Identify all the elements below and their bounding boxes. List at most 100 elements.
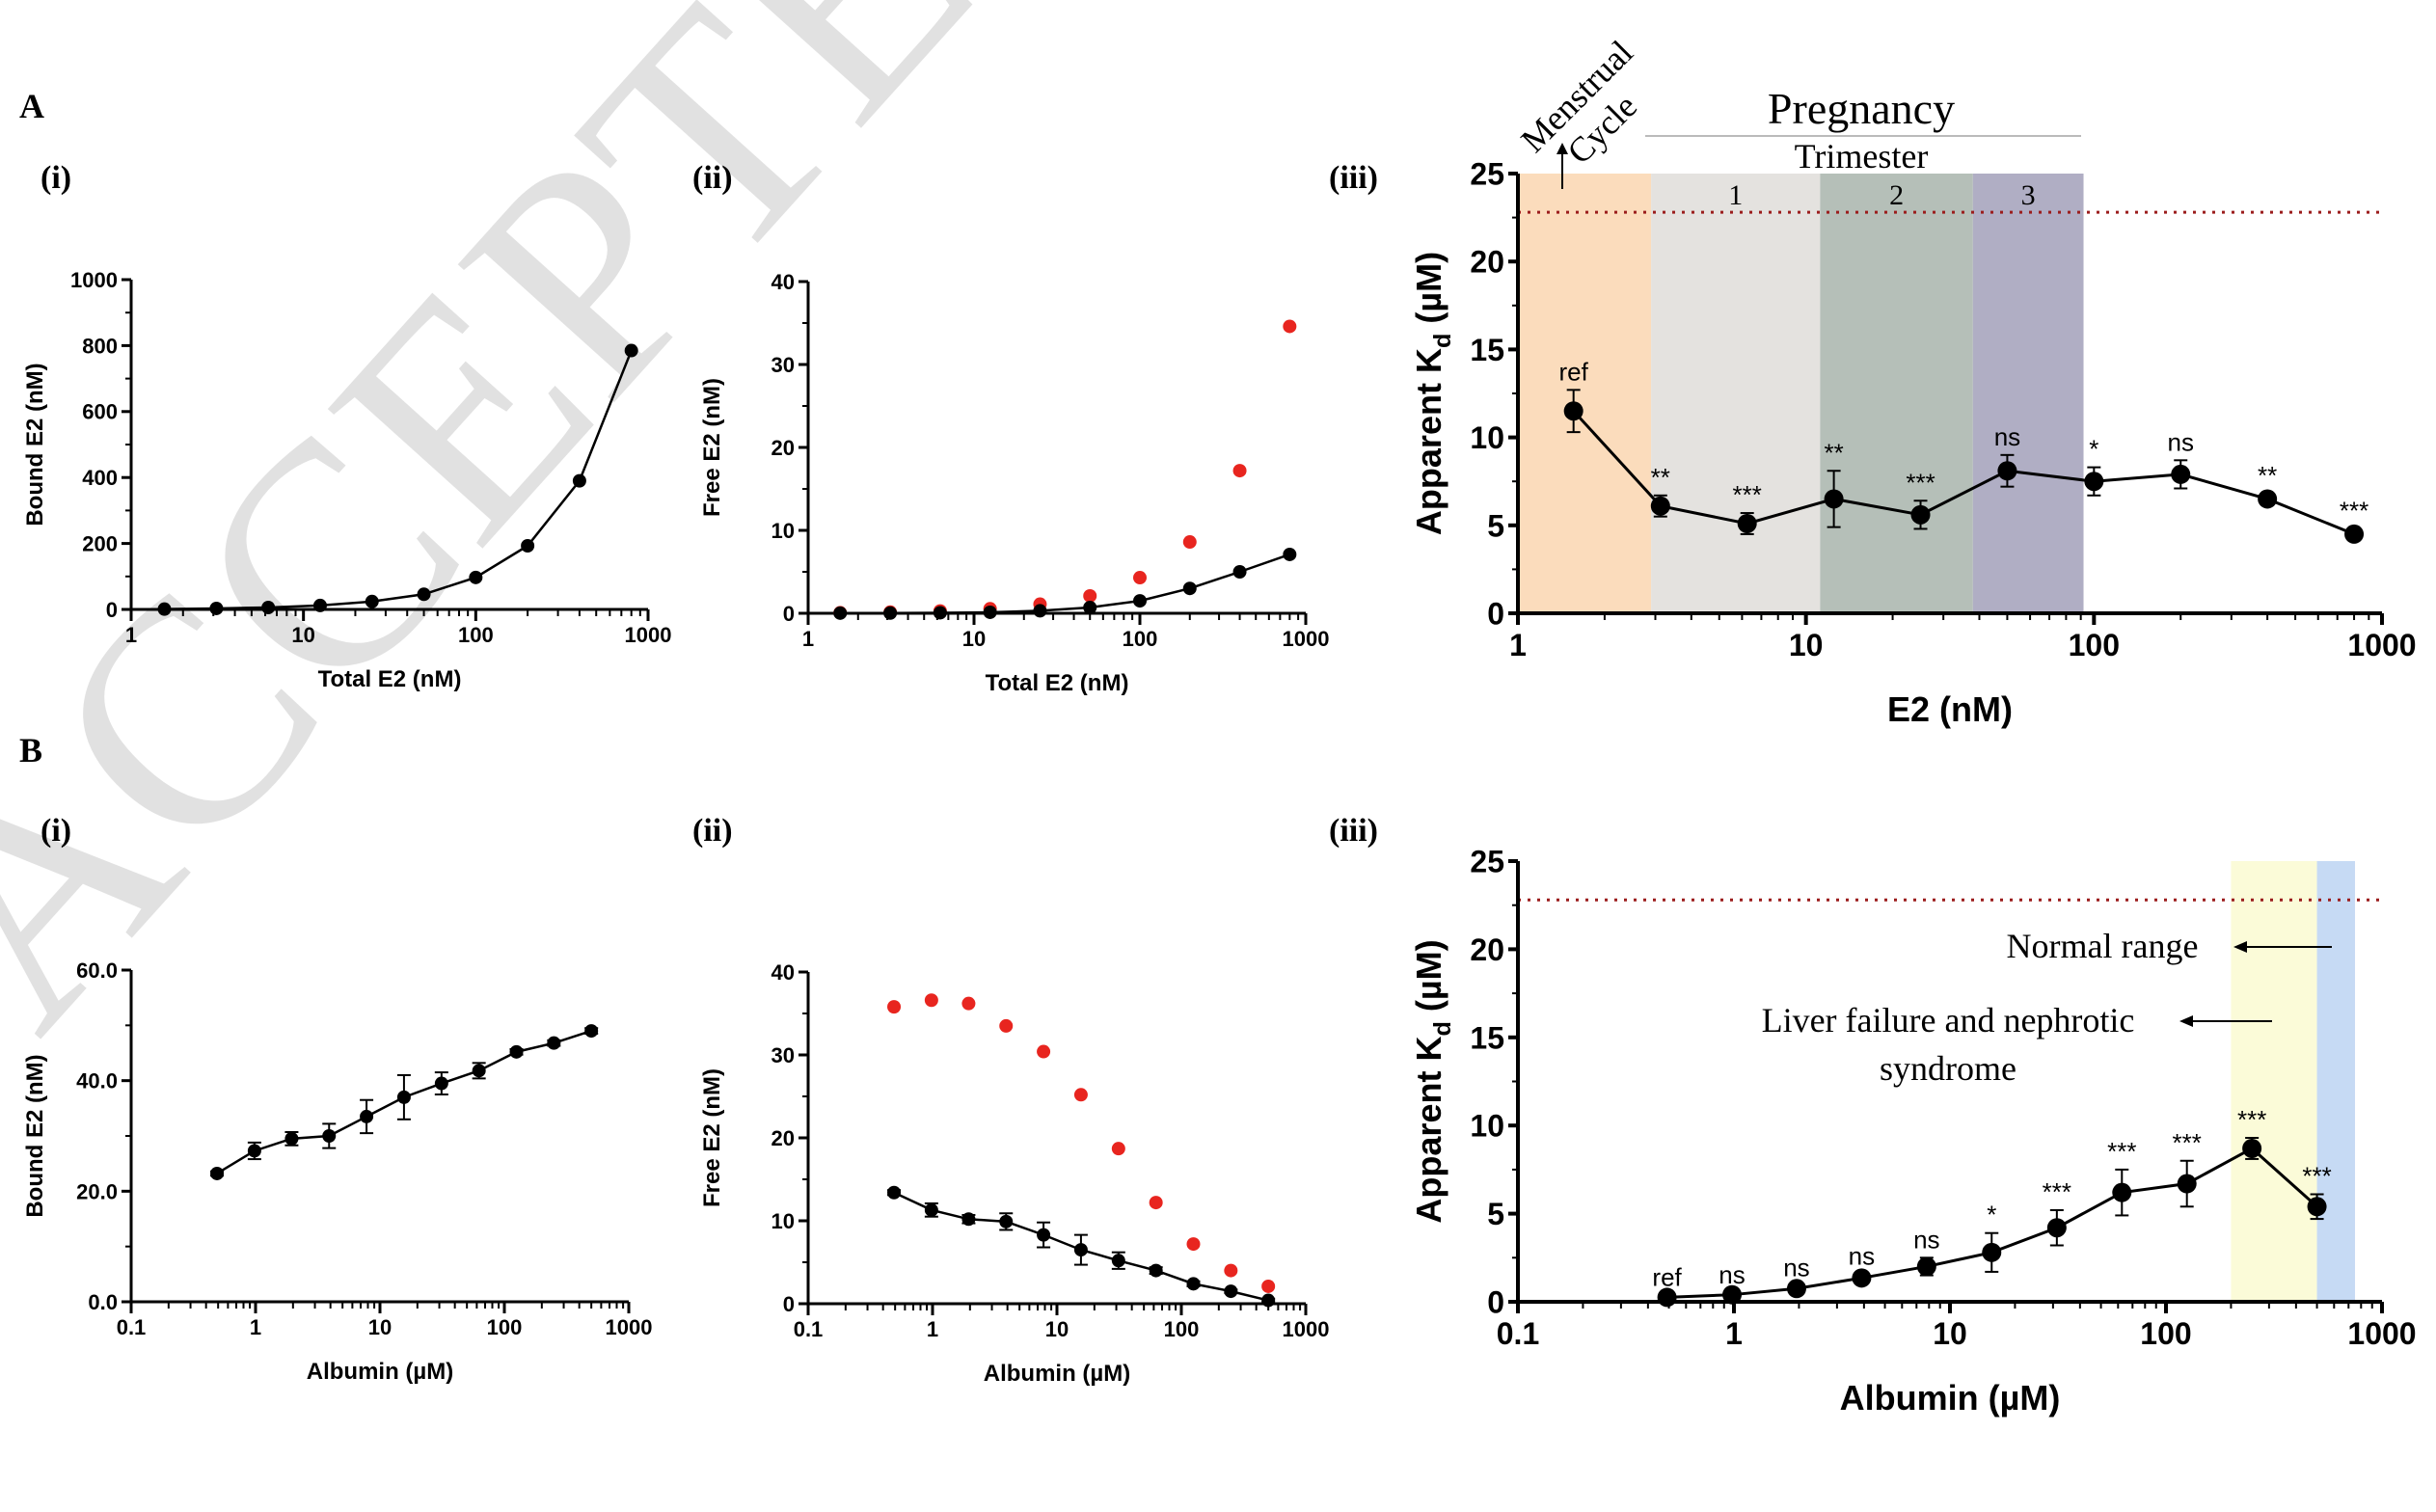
region-liver_failure [2316,861,2356,1302]
data-point [1786,1279,1806,1299]
data-point [472,1064,486,1078]
y-axis-label-subscript: d [1429,1021,1456,1036]
y-axis-label-main: Apparent K [1409,1037,1448,1224]
data-point [2242,1138,2262,1158]
y-axis-label: Free E2 (nM) [699,378,725,517]
significance-label: *** [2237,1105,2266,1134]
x-tick-label: 100 [458,623,494,647]
x-tick-label: 1 [125,623,137,647]
data-point [584,1024,599,1039]
data-point [547,1036,561,1050]
data-point [1737,513,1757,533]
y-axis-label: Apparent Kd (µM) [1409,252,1456,535]
x-tick-label: 1000 [625,623,672,647]
panel-label-Bii: (ii) [692,813,733,849]
x-axis-label: Total E2 (nM) [318,666,462,692]
x-tick-label: 1000 [606,1315,653,1339]
data-point [624,343,638,358]
data-point [2344,524,2365,544]
data-point [983,605,997,619]
region-label-3: 3 [2021,179,2036,211]
x-axis-label: Albumin (µM) [1840,1378,2061,1418]
data-point [2112,1182,2132,1202]
panel-label-B: B [19,731,42,770]
data-point [417,587,431,602]
data-point [2307,1197,2327,1217]
x-tick-label: 100 [487,1315,523,1339]
panel-label-Biii: (iii) [1329,813,1378,849]
data-point [1232,565,1247,579]
x-axis-label: Albumin (µM) [307,1359,453,1385]
y-tick-label: 1000 [70,268,118,292]
series-black [887,1185,1276,1308]
data-point [360,1109,374,1123]
y-tick-label: 30 [771,1043,795,1067]
significance-label: ref [1559,357,1589,386]
data-point [961,1212,976,1227]
y-tick-label: 25 [1470,157,1504,192]
trimester-title: Trimester [1795,137,1929,176]
x-tick-label: 1 [1509,628,1527,662]
panel-label-Aiii: (iii) [1329,160,1378,196]
region-trimester3 [1972,174,2084,613]
y-axis-label-main: Bound E2 (nM) [22,1054,48,1217]
y-tick-label: 400 [82,466,118,490]
data-point [2171,464,2191,484]
liver-failure-arrow-head [2179,1015,2193,1027]
data-point [999,1214,1014,1228]
panel-label-A: A [19,87,44,125]
y-axis-label-subscript: d [1429,334,1456,348]
data-point [1186,1277,1201,1291]
region-normal_range [2231,861,2317,1302]
y-tick-label: 15 [1470,1020,1504,1055]
x-tick-label: 100 [1123,627,1158,651]
normal-range-arrow-head [2233,941,2247,953]
data-point [1133,594,1147,608]
y-tick-label: 10 [771,519,795,543]
data-point [933,606,947,620]
y-tick-label: 40 [771,960,795,985]
significance-label: ns [1994,422,2020,451]
y-tick-label: 5 [1487,508,1504,543]
data-point [1261,1293,1276,1308]
data-point [1083,588,1097,603]
x-tick-label: 0.1 [117,1315,147,1339]
y-tick-label: 20 [1470,932,1504,967]
data-point [1283,547,1297,561]
significance-label: ns [1719,1260,1745,1289]
data-point [261,600,276,614]
data-point [2177,1174,2197,1194]
y-tick-label: 10 [771,1209,795,1233]
y-axis-label: Free E2 (nM) [699,1068,725,1207]
x-axis-label: Albumin (µM) [984,1361,1130,1387]
y-tick-label: 15 [1470,333,1504,367]
x-tick-label: 1000 [2347,628,2416,662]
series-line [164,350,633,610]
data-point [1149,1196,1163,1210]
pregnancy-header: Pregnancy Trimester Menstrual Cycle [1513,33,2081,189]
data-point [322,1129,337,1143]
data-point [883,606,898,620]
pregnancy-title: Pregnancy [1768,84,1955,133]
significance-label: ns [1849,1242,1875,1271]
series-line [840,553,1290,615]
x-tick-label: 1 [802,627,814,651]
significance-label: *** [2043,1177,2071,1206]
data-point [1111,1142,1125,1156]
x-axis-label: Total E2 (nM) [986,670,1129,696]
chart-Bii: 0 10 20 30 40 0.1 1 10 100 1000 Albumin (µM) Free E… [699,960,1329,1387]
panel-label-Ai: (i) [41,160,71,196]
data-point [1149,1263,1163,1278]
significance-label: ns [2168,427,2194,456]
y-tick-label: 0 [106,598,118,622]
x-tick-label: 100 [1164,1317,1200,1341]
x-axis-label: E2 (nM) [1887,689,2013,729]
significance-label: * [2089,435,2098,464]
y-tick-label: 0 [1487,1285,1504,1320]
significance-label: ref [1652,1263,1682,1292]
data-point [1182,535,1197,550]
data-point [1073,1088,1088,1102]
data-point [1852,1268,1872,1288]
x-tick-label: 1 [250,1315,261,1339]
